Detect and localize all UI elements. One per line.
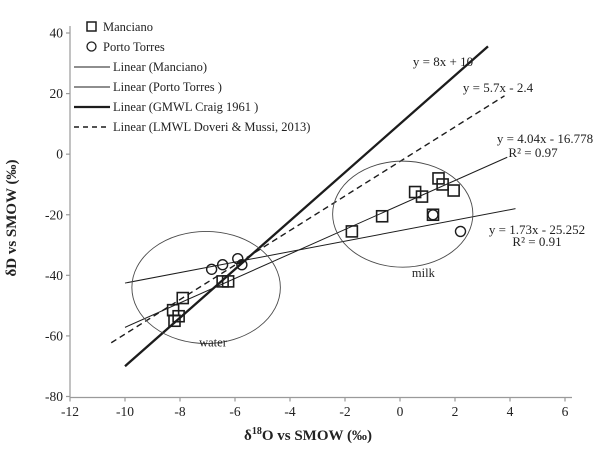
- data-point-circle-porto-torres: [205, 263, 218, 275]
- equation-annotation: R² = 0.97: [508, 145, 558, 160]
- data-point-square-manciano: [221, 275, 235, 288]
- y-tick-label: -60: [45, 328, 63, 343]
- milk-cluster-label: milk: [412, 266, 436, 280]
- legend-circle-marker: [86, 41, 97, 52]
- legend-label: Linear (LMWL Doveri & Mussi, 2013): [113, 120, 310, 134]
- water-cluster-ellipse: [131, 230, 281, 344]
- data-point-square-manciano: [172, 309, 185, 323]
- x-tick-label: -12: [61, 404, 79, 419]
- data-point-circle-porto-torres: [216, 259, 229, 271]
- x-tick-label: -2: [339, 404, 350, 419]
- x-tick-label: 4: [507, 404, 514, 419]
- legend-label: Manciano: [103, 20, 153, 34]
- data-point-square-manciano: [447, 184, 460, 197]
- x-tick-label: -10: [116, 404, 134, 419]
- x-axis-title: δ18O vs SMOW (‰): [244, 426, 372, 444]
- water-cluster-label: water: [199, 336, 228, 350]
- y-tick-label: 20: [50, 86, 64, 101]
- y-tick-label: -80: [45, 389, 63, 404]
- legend-square-marker: [86, 21, 97, 32]
- legend-label: Linear (Manciano): [113, 60, 207, 74]
- y-tick-label: -20: [45, 207, 63, 222]
- equation-annotation: y = 4.04x - 16.778: [497, 131, 593, 146]
- y-tick-label: -40: [45, 268, 63, 283]
- y-axis-title: δD vs SMOW (‰): [4, 159, 20, 276]
- data-point-square-manciano: [408, 185, 422, 199]
- fit-line-linear-porto-torres: [124, 208, 516, 284]
- fit-line-gmwl-craig-1961: [124, 45, 489, 368]
- y-tick-label: 0: [56, 147, 63, 162]
- y-tick-label: 40: [50, 26, 64, 41]
- milk-cluster-ellipse: [332, 160, 474, 268]
- x-tick-label: -8: [174, 404, 185, 419]
- data-point-circle-porto-torres: [236, 259, 248, 271]
- equation-annotation: y = 5.7x - 2.4: [463, 80, 534, 95]
- x-tick-label: 6: [562, 404, 569, 419]
- x-tick-label: 2: [452, 404, 459, 419]
- equation-annotation: R² = 0.91: [512, 234, 561, 249]
- fit-line-lmwl-doveri-mussi-2013: [110, 95, 505, 344]
- x-tick-label: 0: [397, 404, 404, 419]
- legend-label: Porto Torres: [103, 40, 165, 54]
- equation-annotation: y = 8x + 10: [413, 54, 473, 69]
- data-point-square-manciano: [415, 190, 429, 203]
- equation-annotation: y = 1.73x - 25.252: [489, 222, 585, 237]
- x-tick-label: -4: [284, 404, 295, 419]
- x-tick-label: -6: [229, 404, 240, 419]
- data-point-circle-porto-torres: [427, 209, 439, 221]
- data-point-square-manciano: [345, 225, 359, 238]
- data-point-square-manciano: [176, 291, 190, 305]
- legend-label: Linear (GMWL Craig 1961 ): [113, 100, 258, 114]
- legend-label: Linear (Porto Torres ): [113, 80, 222, 94]
- data-point-circle-porto-torres: [232, 252, 244, 265]
- data-point-circle-porto-torres: [454, 225, 467, 238]
- data-point-square-manciano: [168, 314, 181, 328]
- data-point-square-manciano: [375, 209, 389, 223]
